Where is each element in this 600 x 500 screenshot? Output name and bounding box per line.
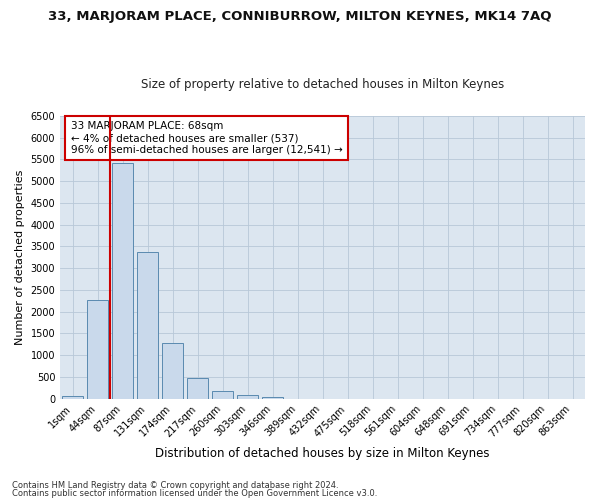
X-axis label: Distribution of detached houses by size in Milton Keynes: Distribution of detached houses by size … [155,447,490,460]
Bar [162,342,183,399]
Bar [237,395,258,399]
Text: 33, MARJORAM PLACE, CONNIBURROW, MILTON KEYNES, MK14 7AQ: 33, MARJORAM PLACE, CONNIBURROW, MILTON … [48,10,552,23]
Text: Contains HM Land Registry data © Crown copyright and database right 2024.: Contains HM Land Registry data © Crown c… [12,481,338,490]
Bar [187,378,208,399]
Bar [112,163,133,399]
Bar [137,252,158,399]
Text: Contains public sector information licensed under the Open Government Licence v3: Contains public sector information licen… [12,488,377,498]
Bar [262,396,283,399]
Bar [87,300,108,399]
Title: Size of property relative to detached houses in Milton Keynes: Size of property relative to detached ho… [141,78,504,91]
Text: 33 MARJORAM PLACE: 68sqm
← 4% of detached houses are smaller (537)
96% of semi-d: 33 MARJORAM PLACE: 68sqm ← 4% of detache… [71,122,343,154]
Bar [62,396,83,399]
Y-axis label: Number of detached properties: Number of detached properties [15,170,25,345]
Bar [212,390,233,399]
